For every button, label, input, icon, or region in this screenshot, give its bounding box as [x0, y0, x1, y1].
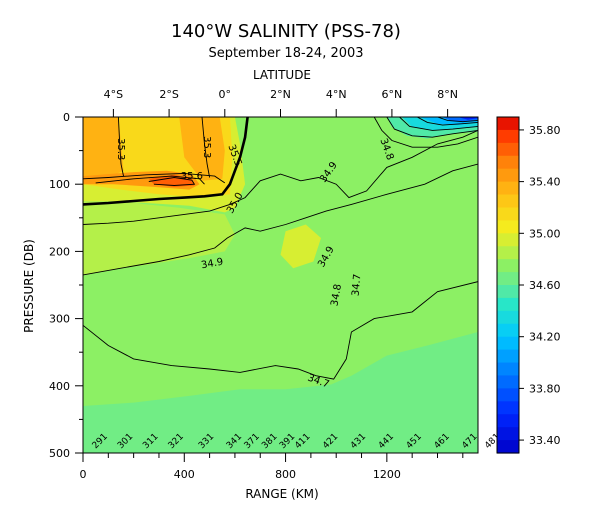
colorbar-segment — [497, 336, 519, 351]
contour-fill-layer — [83, 117, 478, 453]
contour-label: 34.9 — [200, 257, 224, 272]
x-tick-label: 0 — [80, 468, 87, 481]
x-tick-label: 800 — [275, 468, 296, 481]
colorbar-segment — [497, 414, 519, 428]
colorbar-segment — [497, 401, 519, 415]
contour-line — [83, 163, 478, 276]
x-tick-label: 1200 — [373, 468, 401, 481]
colorbar-tick-label: 34.20 — [529, 331, 561, 344]
colorbar-segment — [497, 233, 519, 247]
chart-subtitle: September 18-24, 2003 — [208, 46, 363, 61]
contour-line — [416, 117, 478, 126]
colorbar-segment — [497, 323, 519, 338]
colorbar-tick-label: 33.80 — [529, 382, 561, 395]
salinity-band — [83, 332, 478, 453]
colorbar-segment — [497, 117, 519, 131]
latitude-axis-label: LATITUDE — [253, 68, 311, 82]
contour-line — [95, 175, 205, 185]
colorbar-tick-label: 35.80 — [529, 124, 561, 137]
salinity-band — [179, 117, 225, 181]
colorbar-segment — [497, 285, 519, 299]
colorbar-segment — [497, 259, 519, 273]
colorbar-tick-label: 35.40 — [529, 176, 561, 189]
colorbar-segment — [497, 310, 519, 325]
contour-line-layer — [83, 117, 478, 380]
colorbar-tick-label: 34.60 — [529, 279, 561, 292]
latitude-tick-label: 2°N — [270, 88, 291, 101]
colorbar-segment — [497, 375, 519, 389]
colorbar-segment — [497, 181, 519, 196]
colorbar-segment — [497, 220, 519, 234]
colorbar-segment — [497, 246, 519, 260]
contour-label: 35.6 — [181, 171, 203, 182]
latitude-tick-label: 0° — [219, 88, 232, 101]
latitude-tick-label: 4°N — [326, 88, 347, 101]
contour-label: 34.8 — [329, 283, 344, 307]
x-axis-label: RANGE (KM) — [245, 487, 318, 501]
salinity-band — [457, 117, 478, 120]
latitude-tick-label: 4°S — [104, 88, 123, 101]
contour-line — [399, 117, 478, 131]
colorbar-tick-label: 35.00 — [529, 227, 561, 240]
colorbar-segment — [497, 362, 519, 377]
colorbar: 35.80 35.40 35.00 34.60 34.20 33.80 33.40 — [496, 116, 561, 454]
colorbar-segment — [497, 129, 519, 144]
colorbar-segment — [497, 194, 519, 209]
contour-line — [83, 129, 478, 225]
contour-line — [83, 117, 249, 206]
colorbar-segment — [497, 388, 519, 402]
axes-layer: 0 400 800 1200 0 100 200 300 400 500 4°S 2°S 0° 2°N 4°… — [49, 88, 464, 481]
contour-line — [437, 117, 478, 123]
contour-label: 35.3 — [115, 138, 126, 160]
colorbar-segment — [497, 349, 519, 364]
salinity-band — [148, 174, 195, 187]
latitude-tick-label: 8°N — [437, 88, 458, 101]
colorbar-segment — [497, 168, 519, 183]
colorbar-segment — [497, 272, 519, 286]
chart-title: 140°W SALINITY (PSS-78) — [171, 21, 401, 42]
salinity-band — [83, 196, 235, 275]
salinity-band — [83, 117, 124, 178]
colorbar-segment — [497, 440, 519, 454]
contour-line — [83, 172, 226, 184]
colorbar-segment — [497, 142, 519, 157]
colorbar-segment — [497, 155, 519, 170]
contour-line — [148, 177, 196, 186]
colorbar-tick-label: 33.40 — [529, 434, 561, 447]
contour-line — [373, 117, 478, 148]
contour-label: 35.3 — [201, 136, 212, 158]
colorbar-segment — [497, 427, 519, 441]
contour-line — [386, 117, 478, 138]
latitude-tick-label: 2°S — [159, 88, 178, 101]
contour-line — [117, 117, 124, 177]
latitude-tick-label: 6°N — [382, 88, 403, 101]
y-tick-label: 500 — [49, 447, 70, 460]
y-axis-label: PRESSURE (DB) — [22, 239, 36, 333]
y-tick-label: 100 — [49, 178, 70, 191]
colorbar-segment — [497, 207, 519, 221]
y-tick-label: 300 — [49, 313, 70, 326]
contour-label: 34.7 — [351, 273, 364, 296]
colorbar-segment — [497, 297, 519, 312]
y-tick-label: 400 — [49, 380, 70, 393]
contour-line — [201, 117, 211, 178]
y-tick-label: 0 — [63, 111, 70, 124]
salinity-band — [280, 224, 321, 269]
x-tick-label: 400 — [174, 468, 195, 481]
y-tick-label: 200 — [49, 245, 70, 258]
contour-line — [83, 281, 478, 380]
